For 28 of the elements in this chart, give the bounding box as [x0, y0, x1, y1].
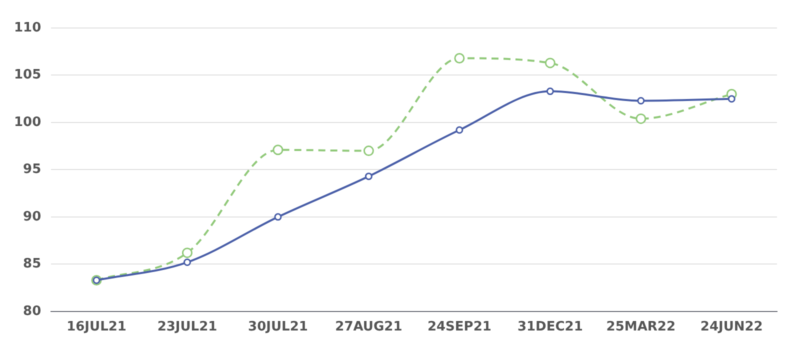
y-tick-label: 100 — [14, 114, 42, 130]
point — [728, 95, 736, 103]
x-tick-label: 25MAR22 — [606, 320, 676, 335]
point — [544, 58, 556, 68]
x-tick-label: 24JUN22 — [700, 320, 763, 335]
point — [183, 258, 191, 266]
x-tick-label: 16JUL21 — [66, 320, 126, 335]
point — [546, 88, 554, 96]
x-tick-label: 24SEP21 — [427, 320, 492, 335]
point — [272, 144, 284, 156]
point — [636, 113, 646, 124]
y-tick-label: 90 — [23, 209, 42, 224]
point — [637, 96, 645, 104]
x-tick-label: 23JUL21 — [157, 320, 218, 335]
y-tick-label: 105 — [14, 68, 42, 83]
point — [364, 172, 372, 180]
y-tick-label: 85 — [23, 256, 42, 272]
point — [182, 248, 192, 258]
x-tick-label: 30JUL21 — [248, 320, 308, 335]
point — [363, 146, 374, 156]
x-tick-label: 27AUG21 — [335, 320, 402, 335]
point — [456, 126, 464, 134]
x-tick-label: 31DEC21 — [517, 320, 583, 335]
y-tick-label: 80 — [23, 304, 42, 319]
y-tick-label: 110 — [14, 20, 42, 36]
y-tick-label: 95 — [23, 162, 42, 178]
point — [274, 213, 282, 221]
point — [454, 52, 465, 64]
